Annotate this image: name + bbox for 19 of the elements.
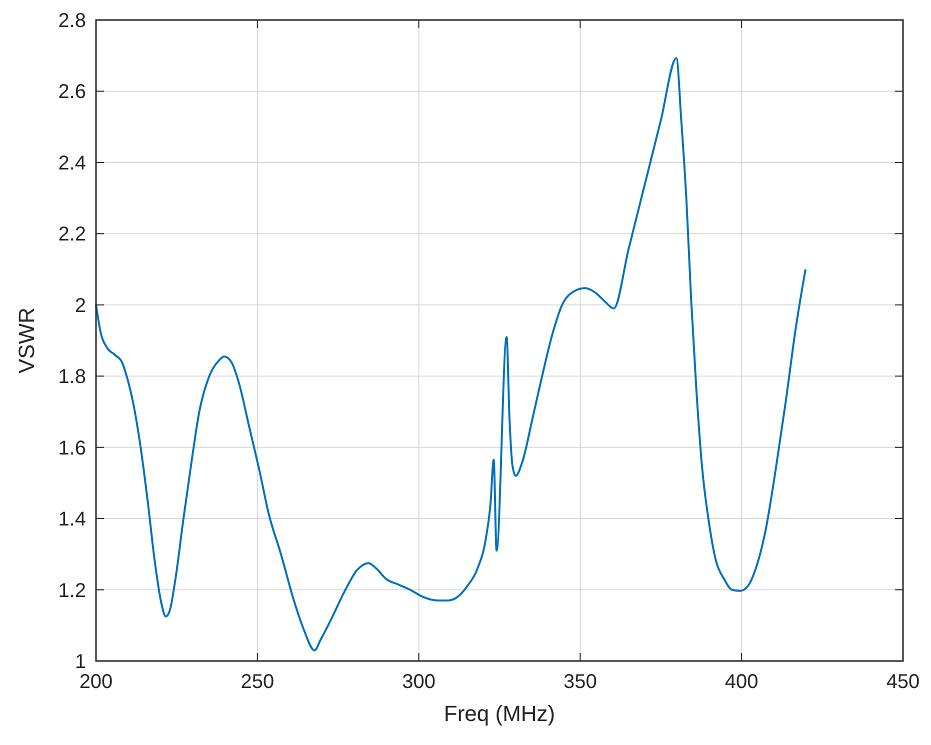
y-axis-title: VSWR xyxy=(14,308,39,374)
y-tick-label: 1.6 xyxy=(58,437,86,460)
x-tick-label: 300 xyxy=(402,671,436,693)
y-tick-label: 2.2 xyxy=(58,224,86,246)
x-tick-label: 200 xyxy=(79,671,113,693)
x-tick-label: 250 xyxy=(240,671,274,693)
y-tick-label: 2.4 xyxy=(58,152,86,174)
line-series xyxy=(95,57,807,652)
y-tick-label: 1 xyxy=(74,651,86,673)
y-tick-label: 1.2 xyxy=(58,580,86,602)
y-tick-label: 1.8 xyxy=(58,366,86,388)
y-tick-label: 2 xyxy=(74,294,86,317)
x-tick-label: 350 xyxy=(564,671,597,693)
x-tick-label: 450 xyxy=(886,671,920,693)
x-axis-title: Freq (MHz) xyxy=(444,701,556,726)
y-tick-label: 2.8 xyxy=(58,10,86,32)
x-tick-label: 400 xyxy=(724,671,758,693)
y-tick-label: 1.4 xyxy=(58,508,86,531)
y-tick-label: 2.6 xyxy=(58,81,86,104)
